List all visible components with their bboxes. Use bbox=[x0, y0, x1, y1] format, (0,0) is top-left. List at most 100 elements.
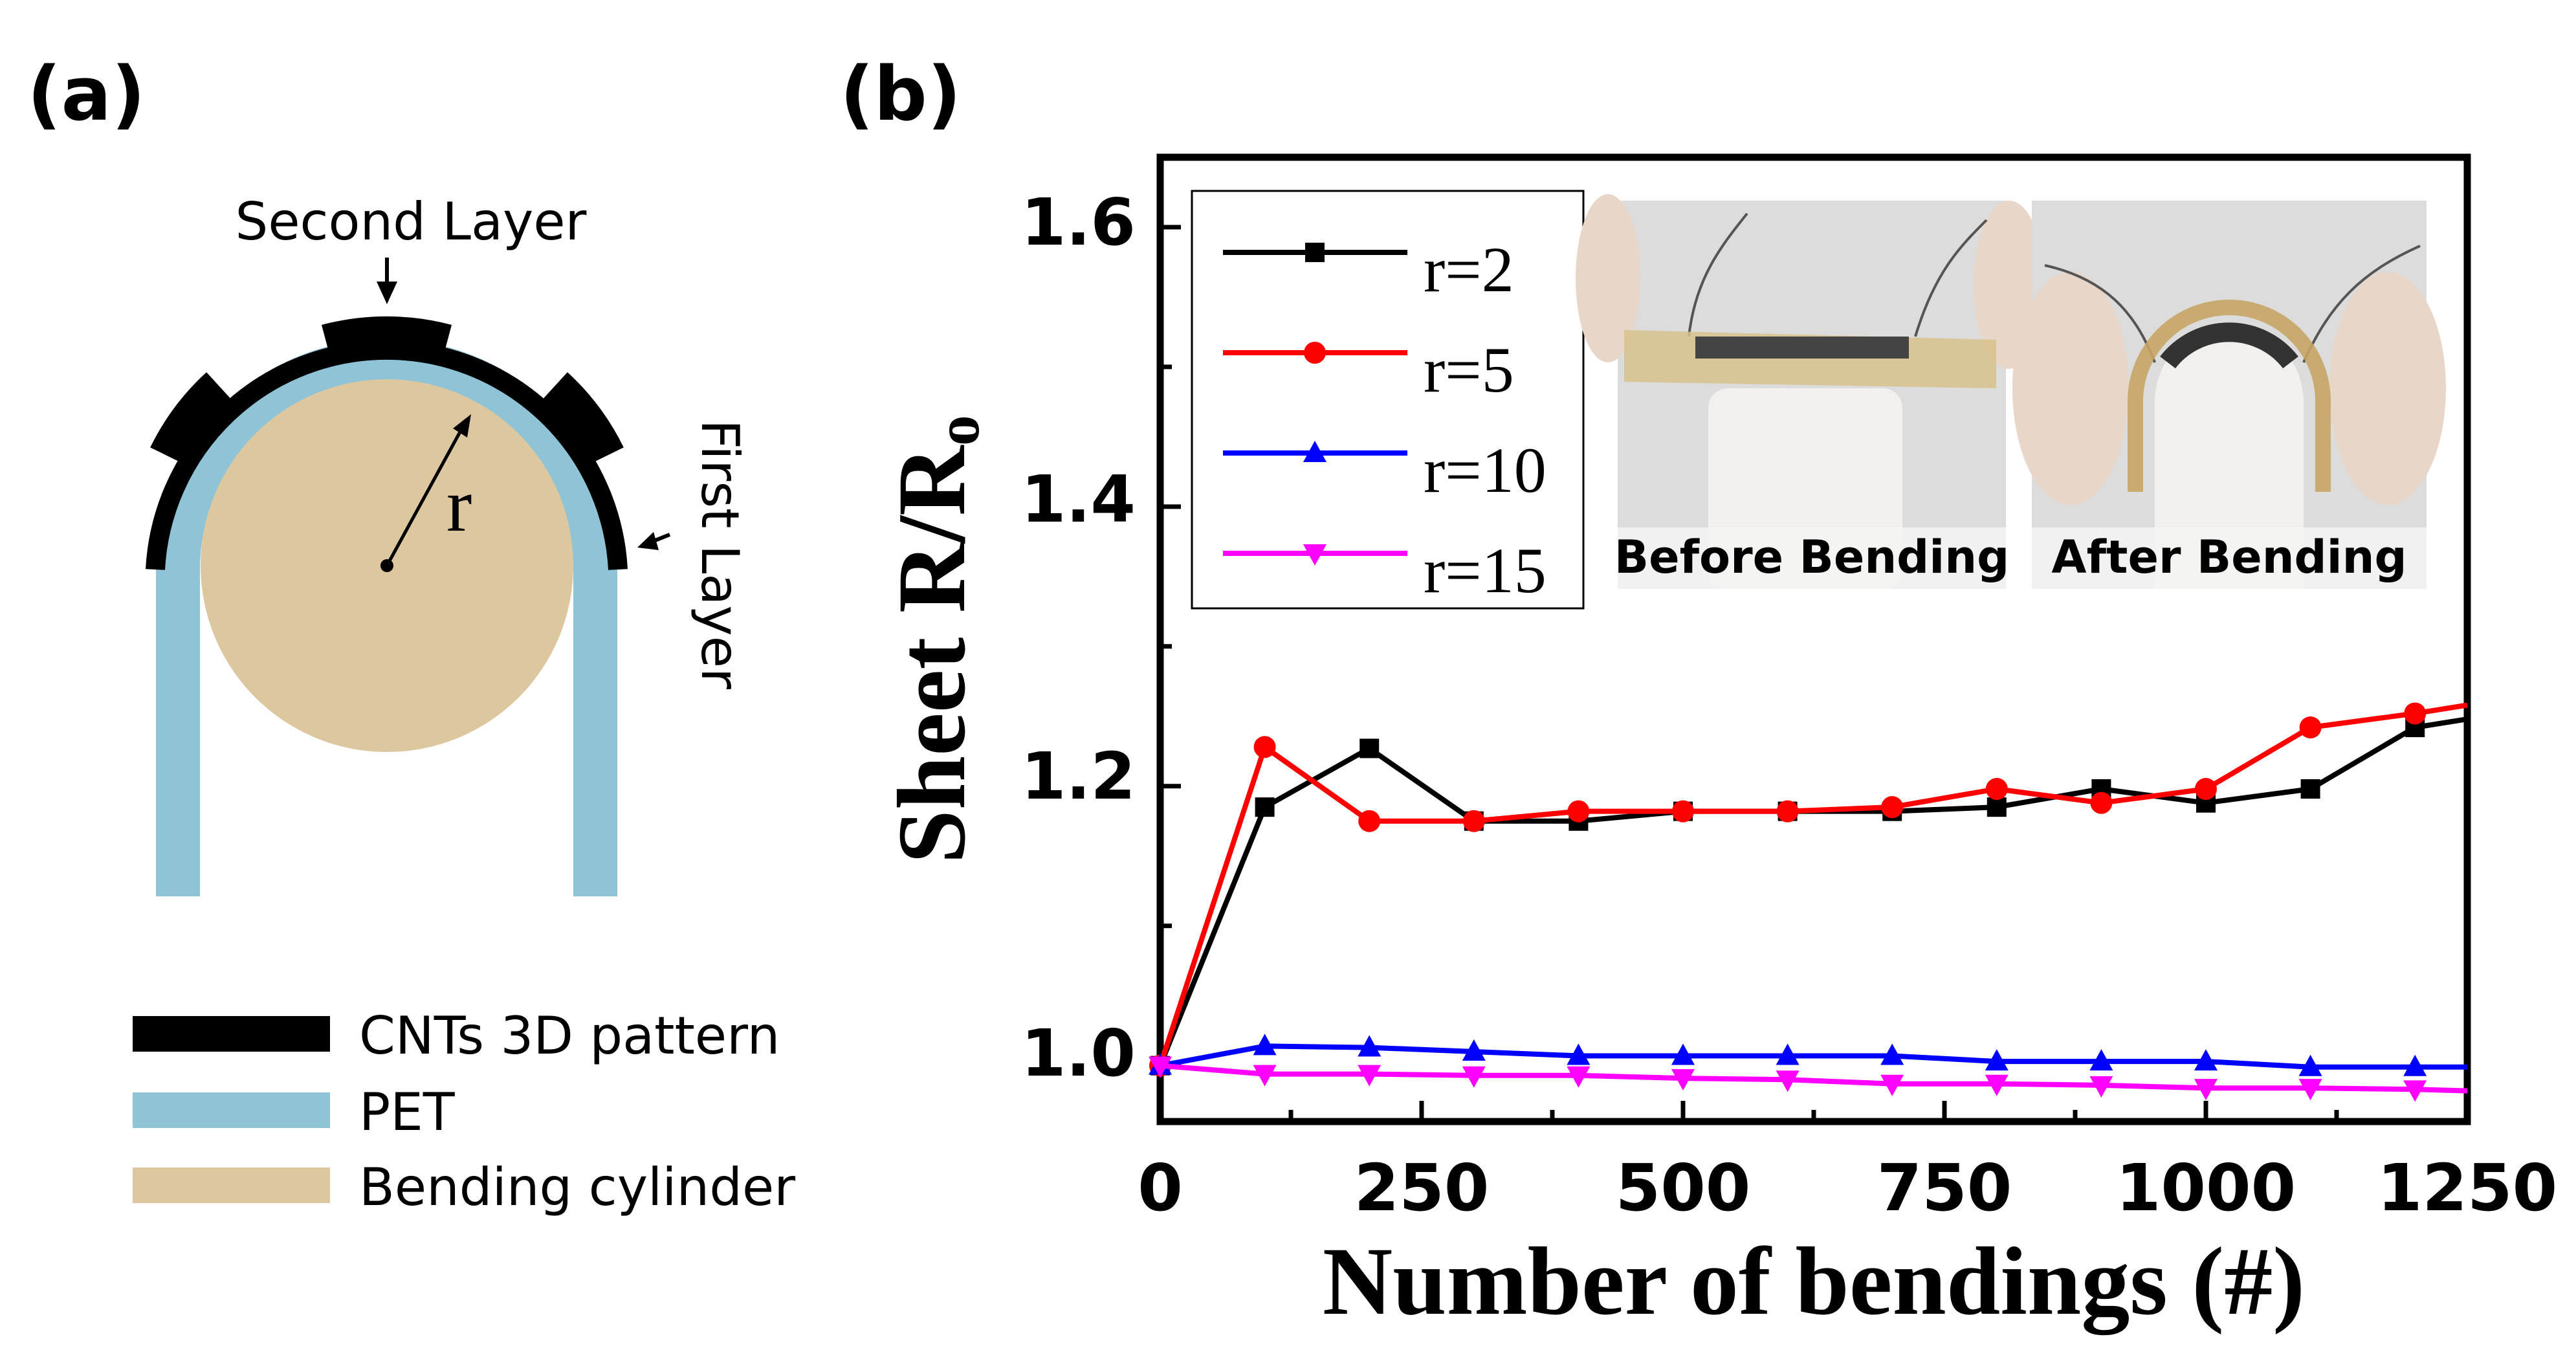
data-point-r=15 bbox=[1671, 1069, 1695, 1091]
data-point-r=15 bbox=[2089, 1076, 2113, 1098]
radius-label: r bbox=[446, 463, 472, 548]
legend-entries bbox=[1223, 243, 1407, 566]
cnt-second-layer-patch bbox=[150, 372, 234, 466]
data-point-r=2 bbox=[1987, 797, 2007, 817]
x-axis-title: Number of bendings (#) bbox=[1323, 1228, 2305, 1335]
legend-label-r15: r=15 bbox=[1424, 535, 1547, 606]
data-point-r=10 bbox=[2194, 1049, 2218, 1071]
data-point-r=15 bbox=[1462, 1066, 1486, 1088]
photo-caption-before: Before Bending bbox=[1614, 531, 2009, 584]
photo-before-bending: Before Bending bbox=[1576, 194, 2045, 589]
data-point-r=15 bbox=[1358, 1065, 1382, 1087]
data-point-r=10 bbox=[1985, 1049, 2009, 1071]
pet-substrate bbox=[156, 338, 617, 896]
second-layer-label: Second Layer bbox=[236, 192, 587, 252]
data-point-r=15 bbox=[2194, 1079, 2218, 1101]
data-point-r=10 bbox=[2089, 1049, 2113, 1071]
legend-swatch-pet bbox=[133, 1092, 330, 1128]
data-point-r=10 bbox=[2298, 1054, 2322, 1076]
finger-left bbox=[1576, 194, 1640, 362]
legend-label-r2: r=2 bbox=[1424, 234, 1514, 305]
photo-caption-after: After Bending bbox=[2051, 531, 2406, 584]
wire-right bbox=[1914, 219, 1988, 337]
wire-left bbox=[1688, 212, 1748, 337]
y-tick-label: 1.0 bbox=[1021, 1015, 1136, 1091]
series-layer bbox=[1149, 702, 2468, 1102]
cnt-second-layer-patch bbox=[540, 372, 624, 466]
photo-caption-bg bbox=[1618, 527, 2006, 589]
legend-label-r5: r=5 bbox=[1424, 334, 1514, 406]
photo-after-bending: After Bending bbox=[2012, 201, 2446, 589]
y-tick-label: 1.2 bbox=[1021, 738, 1136, 814]
data-point-r=2 bbox=[2300, 779, 2320, 799]
panel-b-label: (b) bbox=[840, 51, 961, 138]
series-line-r=15 bbox=[1160, 1063, 2468, 1094]
first-layer-arrowhead bbox=[637, 532, 659, 550]
material-legend: CNTs 3D pattern PET Bending cylinder bbox=[133, 1006, 795, 1217]
x-tick-label: 0 bbox=[1138, 1150, 1183, 1226]
y-tick-label: 1.6 bbox=[1021, 184, 1136, 260]
y-tick-label: 1.4 bbox=[1021, 461, 1136, 537]
series-line-r=10 bbox=[1160, 1043, 2467, 1070]
data-point-r=5 bbox=[1672, 800, 1694, 823]
series-legend-box bbox=[1191, 190, 1585, 610]
data-point-r=5 bbox=[1985, 778, 2008, 801]
bent-film bbox=[2128, 300, 2331, 492]
data-point-r=10 bbox=[1776, 1043, 1800, 1065]
data-point-r=5 bbox=[2090, 791, 2113, 814]
data-point-r=5 bbox=[1567, 800, 1590, 823]
data-point-r=15 bbox=[1149, 1056, 1172, 1078]
data-point-r=5 bbox=[1253, 736, 1276, 758]
cylinder-stand bbox=[2155, 327, 2304, 589]
x-tick-label: 1000 bbox=[2116, 1150, 2296, 1226]
data-point-r=15 bbox=[1985, 1074, 2009, 1096]
legend-marker-r=15 bbox=[1303, 544, 1327, 566]
data-point-r=10 bbox=[1880, 1043, 1904, 1065]
finger-left bbox=[2012, 272, 2129, 505]
legend-swatch-cylinder bbox=[133, 1167, 330, 1203]
radius-arrowhead bbox=[453, 414, 471, 437]
data-point-r=15 bbox=[2403, 1080, 2427, 1102]
x-tick-label: 750 bbox=[1877, 1150, 2012, 1226]
legend-label-cnt: CNTs 3D pattern bbox=[359, 1006, 780, 1066]
legend-marker-r=10 bbox=[1303, 441, 1327, 462]
x-tick-label: 250 bbox=[1354, 1150, 1490, 1226]
legend-marker-r=5 bbox=[1304, 342, 1326, 364]
data-point-r=10 bbox=[1567, 1043, 1591, 1065]
wire-right bbox=[2302, 245, 2421, 363]
data-point-r=10 bbox=[1253, 1034, 1277, 1056]
data-point-r=15 bbox=[2298, 1079, 2322, 1101]
data-point-r=2 bbox=[1360, 738, 1380, 758]
data-point-r=15 bbox=[1880, 1074, 1904, 1096]
cnt-second-layer-patch bbox=[321, 316, 452, 364]
data-point-r=10 bbox=[1462, 1039, 1486, 1061]
data-point-r=5 bbox=[1462, 810, 1485, 832]
legend-swatch-cnt bbox=[133, 1016, 330, 1052]
finger-right bbox=[2329, 272, 2446, 505]
data-point-r=15 bbox=[1253, 1065, 1277, 1087]
data-point-r=5 bbox=[1776, 800, 1799, 823]
series-line-r=5 bbox=[1158, 702, 2468, 1067]
x-tick-label: 500 bbox=[1616, 1150, 1751, 1226]
y-axis-title: Sheet R/Ro bbox=[878, 415, 992, 863]
panel-a-label: (a) bbox=[27, 51, 146, 138]
x-tick-label: 1250 bbox=[2377, 1150, 2557, 1226]
data-point-r=5 bbox=[1358, 810, 1381, 832]
y-axis-title-main: Sheet R/R bbox=[878, 445, 985, 863]
photo-caption-bg bbox=[2032, 527, 2427, 589]
data-point-r=5 bbox=[2195, 778, 2217, 801]
data-point-r=10 bbox=[1671, 1043, 1695, 1065]
data-point-r=5 bbox=[2299, 716, 2322, 739]
y-axis-title-subscript: o bbox=[923, 415, 992, 446]
data-point-r=5 bbox=[1881, 796, 1904, 819]
legend-label-pet: PET bbox=[359, 1082, 456, 1142]
first-layer-label: First Layer bbox=[690, 419, 750, 689]
legend-label-cylinder: Bending cylinder bbox=[359, 1157, 795, 1217]
data-point-r=10 bbox=[2403, 1054, 2427, 1076]
cnt-pattern bbox=[2160, 322, 2298, 369]
series-line-r=2 bbox=[1158, 716, 2468, 1067]
series-legend: r=2 r=5 r=10 r=15 bbox=[1191, 190, 1585, 610]
data-point-r=15 bbox=[1776, 1070, 1800, 1092]
data-point-r=10 bbox=[1358, 1035, 1382, 1057]
